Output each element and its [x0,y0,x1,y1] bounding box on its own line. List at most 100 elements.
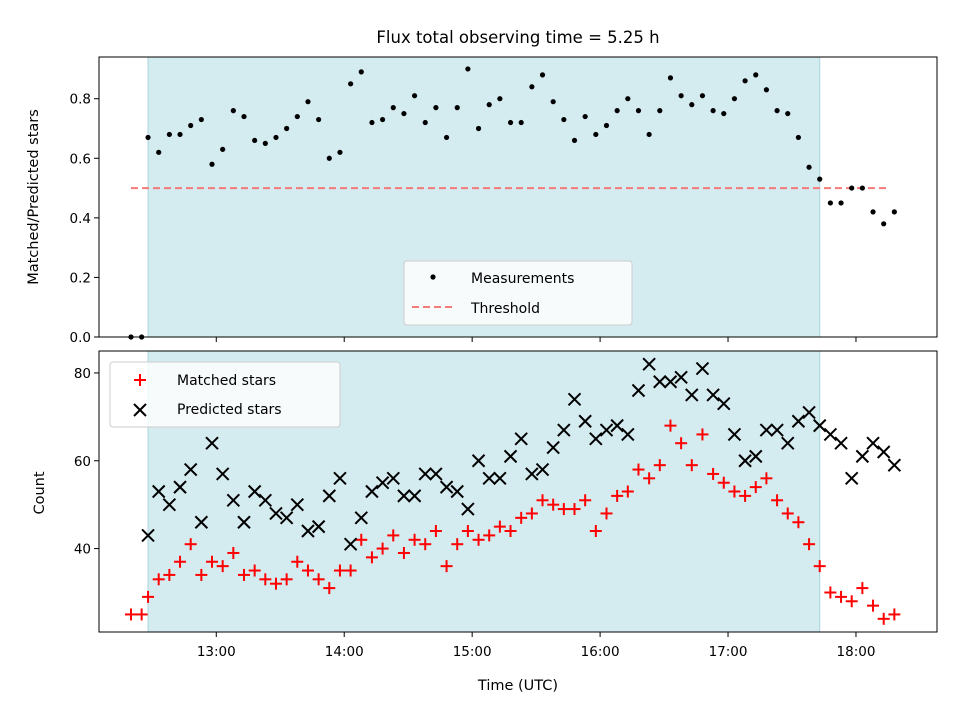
matched-star-marker [333,564,346,577]
measurement-point [603,122,610,129]
matched-star-marker [504,525,517,538]
measurement-point [262,140,268,146]
matched-star-marker [877,612,890,625]
matched-star-marker [269,577,282,590]
predicted-star-marker [685,388,699,402]
matched-star-marker [600,507,613,520]
y-tick-label: 0.4 [70,211,91,227]
predicted-star-marker [237,515,251,529]
predicted-star-marker [247,484,262,499]
predicted-star-marker [876,445,891,459]
measurement-point [753,72,759,78]
matched-star-marker [493,520,506,533]
measurement-point [817,176,823,182]
measurement-point [422,119,428,126]
predicted-star-marker [717,396,731,411]
measurement-point [390,105,396,111]
measurement-point [443,134,450,141]
matched-star-marker [547,498,560,511]
predicted-star-marker [567,392,582,407]
matched-star-marker [216,560,229,573]
matched-star-marker [397,546,410,559]
predicted-star-marker [823,427,838,442]
predicted-star-marker [407,489,422,503]
predicted-star-marker [450,484,464,499]
matched-star-marker [824,586,837,599]
count-plot: 40 60 80 13:00 14:00 15:00 16:00 17:00 18:00 Co… [32,350,938,694]
predicted-star-marker [375,476,390,490]
matched-star-marker [589,525,602,538]
measurement-point [763,87,770,93]
predicted-star-marker [397,489,411,503]
legend-box-top [403,260,633,326]
predicted-star-marker [653,375,667,389]
predicted-star-marker [162,497,177,512]
measurement-point [348,81,354,87]
matched-star-marker [557,503,570,516]
measurement-point [284,125,290,132]
predicted-star-marker [333,471,347,486]
measurement-point [838,200,844,206]
matched-star-marker [579,494,592,507]
predicted-star-marker [738,454,752,468]
matched-star-marker [621,485,634,498]
measurement-point [614,108,620,114]
legend-top: Measurements Threshold [403,260,633,326]
matched-star-marker [867,599,880,612]
predicted-star-marker [290,497,305,512]
matched-star-marker [792,516,805,529]
matched-star-marker [195,568,208,581]
predicted-star-marker [194,515,209,529]
measurement-point [881,221,887,227]
matched-star-marker [643,472,656,485]
measurement-point [561,116,567,123]
predicted-star-marker [183,462,198,477]
measurement-points [128,66,897,340]
legend-box-bottom [109,361,341,428]
predicted-star-marker [151,484,166,499]
measurement-point [827,200,833,206]
predicted-star-marker [642,357,656,371]
predicted-star-marker [759,423,774,437]
legend-bottom: Matched stars Predicted stars [109,361,341,428]
measurement-point [529,84,535,90]
predicted-star-marker [503,449,518,464]
measurement-point [230,108,236,114]
y-tick-label: 0.2 [70,270,91,286]
measurement-point [220,146,226,152]
x-tick-label: 18:00 [837,644,876,660]
x-tick-label: 15:00 [453,644,492,660]
matched-star-marker [536,494,549,507]
predicted-star-marker [269,506,283,521]
predicted-star-marker [706,388,720,402]
predicted-star-marker [226,493,241,507]
matched-star-marker [760,472,773,485]
predicted-star-marker [535,462,550,477]
measurement-point [891,209,897,215]
matched-star-marker [355,533,368,546]
matched-star-marker [653,459,666,472]
predicted-star-marker [599,423,614,437]
measurement-point [870,209,876,215]
matched-star-marker [472,533,485,546]
y-axis-label-top: Matched/Predicted stars [26,109,42,285]
matched-star-marker [525,507,538,520]
measurement-point [316,116,322,123]
matched-star-marker [803,538,816,551]
predicted-star-marker [418,467,432,481]
y-tick-label: 0.8 [70,92,91,108]
measurement-point [326,155,332,161]
legend-label-matched: Matched stars [177,373,276,389]
matched-star-marker [323,582,336,595]
predicted-star-marker [610,418,624,433]
matched-star-marker [227,546,240,559]
predicted-star-marker [429,467,443,481]
measurement-point [721,110,727,117]
legend-label-measurements: Measurements [471,271,574,287]
predicted-star-marker [791,414,806,428]
measurement-point [465,66,471,72]
measurement-point [305,99,311,105]
predicted-star-marker [343,537,358,551]
matched-star-markers [124,419,901,625]
predicted-star-marker [557,423,571,437]
